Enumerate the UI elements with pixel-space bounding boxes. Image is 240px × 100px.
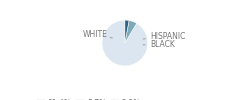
Text: BLACK: BLACK: [143, 40, 175, 49]
Wedge shape: [102, 20, 148, 66]
Text: HISPANIC: HISPANIC: [143, 32, 186, 41]
Wedge shape: [125, 20, 129, 43]
Legend: 91.4%, 5.7%, 2.9%: 91.4%, 5.7%, 2.9%: [34, 96, 144, 100]
Wedge shape: [125, 20, 137, 43]
Text: WHITE: WHITE: [83, 30, 112, 39]
